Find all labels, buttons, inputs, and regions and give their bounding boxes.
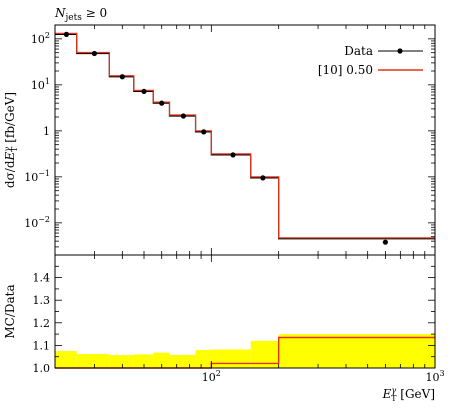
legend-data-label: Data <box>344 44 373 58</box>
data-point <box>63 31 70 37</box>
legend-mc-label: [10] 0.50 <box>318 63 373 77</box>
ratio-y-tick-label: 1.4 <box>33 272 51 285</box>
ratio-y-axis-label: MC/Data <box>3 284 17 338</box>
y-tick-label: 10−1 <box>24 169 50 184</box>
data-point <box>159 100 165 106</box>
ratio-y-tick-label: 1.3 <box>33 294 51 307</box>
data-point <box>141 88 147 95</box>
y-tick-label: 1 <box>43 125 50 138</box>
ratio-y-tick-label: 1.1 <box>33 339 51 352</box>
data-point <box>260 175 266 181</box>
y-tick-label: 102 <box>31 31 50 46</box>
mc-step-line <box>55 32 435 239</box>
ratio-y-tick-label: 1.2 <box>33 317 51 330</box>
x-tick-label: 103 <box>425 369 444 384</box>
data-point <box>91 50 97 57</box>
data-point <box>382 239 388 245</box>
ratio-band-bin <box>278 334 435 368</box>
y-tick-label: 10−2 <box>24 215 50 230</box>
ratio-band-bin <box>109 355 134 368</box>
x-tick-label: 102 <box>202 369 221 384</box>
ratio-band-bin <box>76 353 110 368</box>
njets-annotation: Njets ≥ 0 <box>54 6 107 23</box>
ratio-y-tick-label: 1.0 <box>33 362 51 375</box>
main-plot-frame <box>54 24 436 256</box>
ratio-band-bin <box>55 351 77 368</box>
legend-data-marker <box>397 48 403 54</box>
ratio-band-bin <box>133 354 154 368</box>
data-point <box>201 129 207 135</box>
mc-step-shadow <box>55 33 435 240</box>
y-tick-label: 101 <box>31 77 50 92</box>
ratio-band-bin <box>153 352 170 368</box>
ratio-band-bin <box>169 354 196 368</box>
data-point <box>119 74 125 80</box>
data-point <box>180 113 186 119</box>
x-axis-label: Eγ T [GeV] <box>382 386 435 403</box>
ratio-band-bin <box>211 349 251 368</box>
ratio-band-bin <box>195 349 212 368</box>
data-point <box>230 152 236 158</box>
y-axis-label: dσ/dEγT [fb/GeV] <box>3 92 19 188</box>
